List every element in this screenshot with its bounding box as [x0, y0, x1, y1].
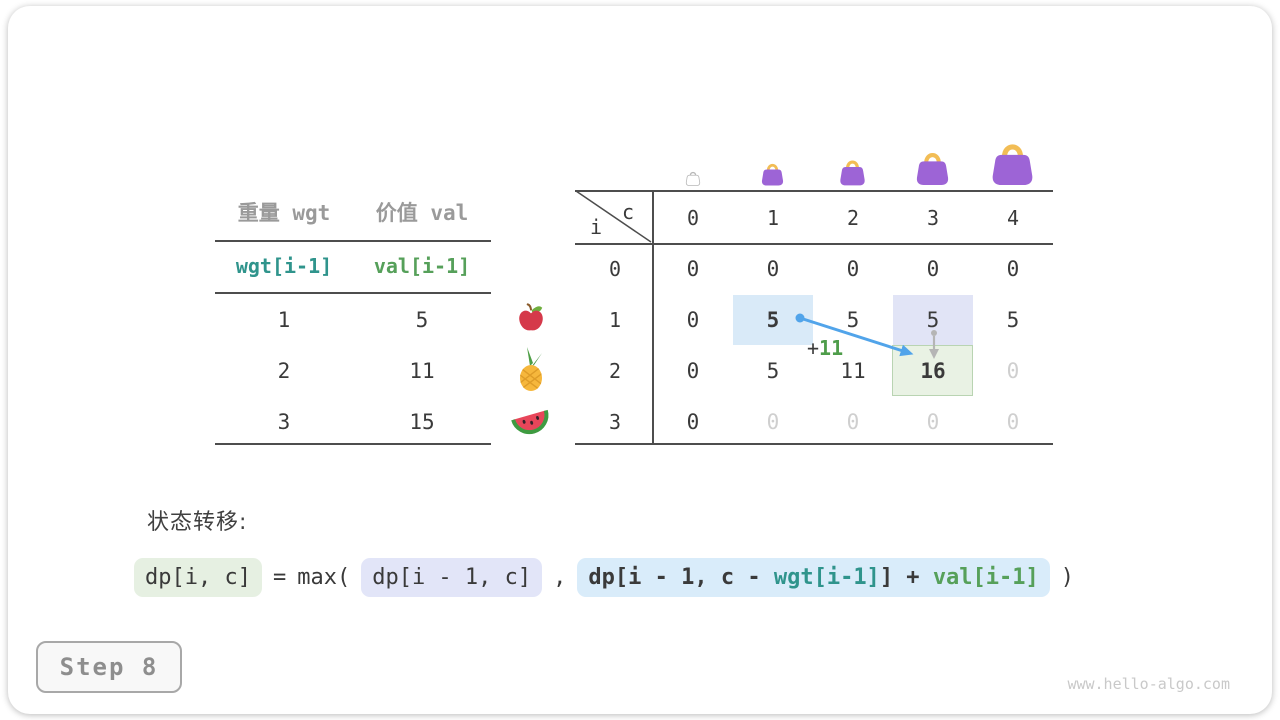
- corner-row-var: i: [590, 215, 603, 239]
- dp-row-header-2: 2: [608, 359, 622, 383]
- arg2-wgt-term: wgt[i-1]: [773, 565, 880, 590]
- dp-col-header-2: 2: [846, 206, 860, 230]
- value-column-header: 价值 val: [375, 201, 469, 225]
- plus-operator: +: [807, 336, 820, 360]
- site-watermark: www.hello-algo.com: [1067, 675, 1230, 693]
- dp-cell-1-4: 5: [1006, 308, 1020, 332]
- dp-cell-2-1: 5: [766, 359, 780, 383]
- dp-col-header-3: 3: [926, 206, 940, 230]
- state-transition-heading: 状态转移:: [147, 510, 248, 535]
- arg2-plus: +: [893, 565, 933, 590]
- item1-value: 5: [415, 308, 429, 332]
- bag-large-icon: [916, 153, 949, 185]
- dp-cell-3-3: 0: [926, 410, 940, 434]
- dp-rule-header: [575, 243, 1053, 245]
- dp-cell-2-2: 11: [840, 359, 866, 383]
- dp-cell-1-0: 0: [686, 308, 700, 332]
- item2-value: 11: [409, 359, 435, 383]
- dp-cell-3-0: 0: [686, 410, 700, 434]
- val-variable-label: val[i-1]: [373, 254, 471, 278]
- dp-cell-0-0: 0: [686, 257, 700, 281]
- dp-row-header-0: 0: [608, 257, 622, 281]
- bag-small-icon: [761, 163, 784, 186]
- item-table-header-row: 重量 wgt 价值 val: [215, 197, 491, 227]
- dp-rule-vertical: [652, 190, 654, 445]
- apple-icon: [519, 303, 543, 331]
- item1-weight: 1: [277, 308, 291, 332]
- item-table-rule-top: [215, 240, 491, 242]
- watermelon-icon: [511, 409, 549, 435]
- weight-column-header: 重量 wgt: [237, 201, 331, 225]
- wgt-variable-label: wgt[i-1]: [235, 254, 333, 278]
- formula-equals: =: [272, 565, 287, 590]
- item3-value: 15: [409, 410, 435, 434]
- dp-cell-1-3: 5: [926, 308, 940, 332]
- dp-cell-3-4: 0: [1006, 410, 1020, 434]
- formula-arg2: dp[i - 1, c - wgt[i-1]] + val[i-1]: [577, 558, 1050, 597]
- dp-cell-3-1: 0: [766, 410, 780, 434]
- dp-cell-0-4: 0: [1006, 257, 1020, 281]
- formula-arg1: dp[i - 1, c]: [361, 558, 543, 597]
- dp-col-header-1: 1: [766, 206, 780, 230]
- arg2-prefix: dp[i - 1, c -: [588, 565, 774, 590]
- state-transition-formula: dp[i, c] = max( dp[i - 1, c] , dp[i - 1,…: [134, 558, 1074, 597]
- corner-col-var: c: [622, 200, 635, 224]
- arg2-val-term: val[i-1]: [932, 565, 1039, 590]
- formula-lhs: dp[i, c]: [134, 558, 262, 597]
- bag-xlarge-icon: [992, 144, 1033, 185]
- item-row-1: 1 5: [215, 303, 491, 337]
- dp-cell-0-3: 0: [926, 257, 940, 281]
- step-badge: Step 8: [36, 641, 182, 693]
- item-table-rule-mid: [215, 292, 491, 294]
- formula-close-paren: ): [1060, 565, 1075, 590]
- formula-comma: ,: [553, 565, 567, 590]
- dp-cell-2-0: 0: [686, 359, 700, 383]
- pineapple-icon: [519, 347, 542, 391]
- item-row-2: 2 11: [215, 354, 491, 388]
- added-value: 11: [819, 336, 844, 360]
- dp-cell-3-2: 0: [846, 410, 860, 434]
- dp-cell-2-4: 0: [1006, 359, 1020, 383]
- item-table-var-row: wgt[i-1] val[i-1]: [215, 254, 491, 278]
- item3-weight: 3: [277, 410, 291, 434]
- item-table-rule-bottom: [215, 443, 491, 445]
- formula-max-open: max(: [297, 565, 351, 590]
- item-row-3: 3 15: [215, 405, 491, 439]
- dp-cell-0-2: 0: [846, 257, 860, 281]
- dp-row-header-1: 1: [608, 308, 622, 332]
- item2-weight: 2: [277, 359, 291, 383]
- dp-cell-0-1: 0: [766, 257, 780, 281]
- dp-cell-1-1: 5: [766, 308, 780, 332]
- dp-cell-2-3: 16: [920, 359, 946, 383]
- bag-medium-icon: [840, 160, 865, 186]
- dp-row-header-3: 3: [608, 410, 622, 434]
- transition-add-label: +11: [807, 336, 843, 360]
- dp-rule-top: [575, 190, 1053, 192]
- arg2-close-bracket: ]: [879, 565, 894, 590]
- dp-rule-bottom: [575, 443, 1053, 445]
- dp-col-header-0: 0: [686, 206, 700, 230]
- bag-empty-icon: [685, 171, 701, 186]
- dp-col-header-4: 4: [1006, 206, 1020, 230]
